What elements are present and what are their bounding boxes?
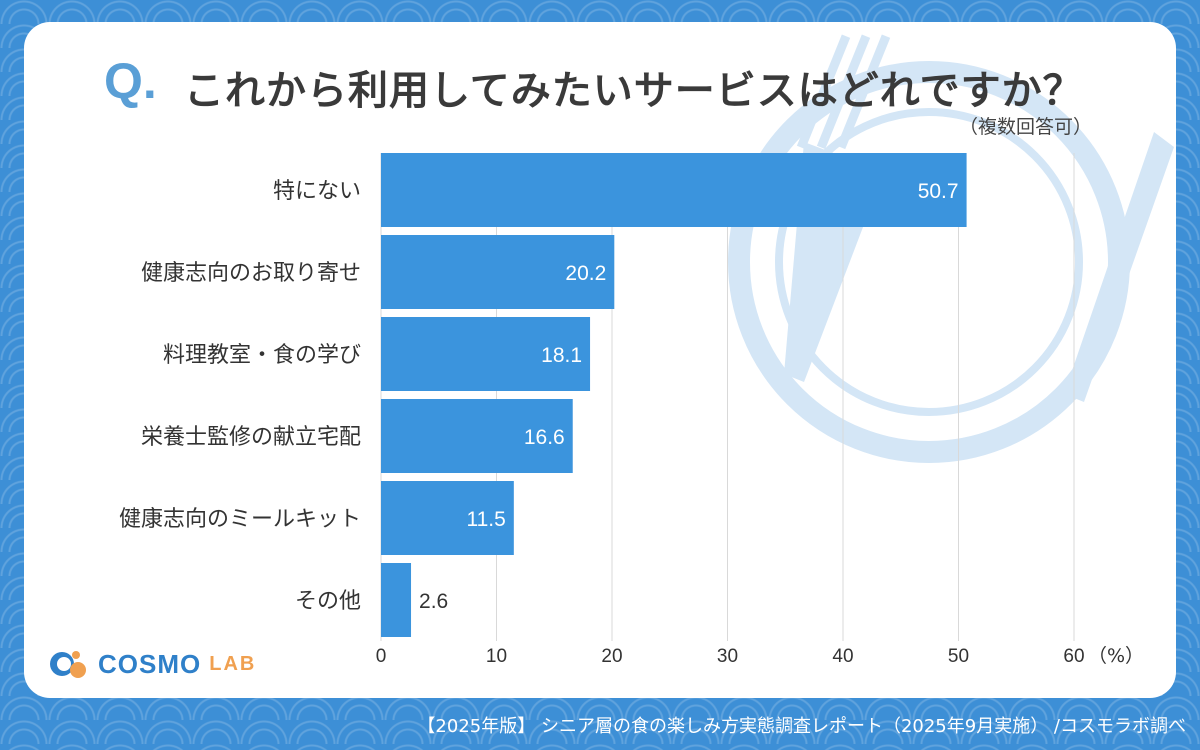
- bar-value-label: 16.6: [524, 426, 565, 449]
- question-mark-label: Q.: [104, 53, 157, 109]
- x-tick-label: 20: [601, 646, 622, 667]
- x-tick-label: 10: [486, 646, 507, 667]
- bar-value-label: 18.1: [541, 344, 582, 367]
- bar: [381, 235, 615, 309]
- category-label: 料理教室・食の学び: [163, 343, 361, 368]
- brand-name: COSMO: [98, 648, 202, 679]
- brand-sub: LAB: [209, 652, 257, 675]
- knife-icon: [1064, 132, 1174, 402]
- category-label: 健康志向のお取り寄せ: [141, 261, 361, 286]
- bar-chart: 0 10 20 30 40 50 60 （%） 特にない 50.7 健康志向のお取り寄せ 20.2 料理…: [119, 153, 1144, 667]
- x-tick-label: 40: [832, 646, 853, 667]
- chart-card: Q. これから利用してみたいサービスはどれですか？ （複数回答可） 0 10 20 3…: [24, 22, 1176, 698]
- bar: [381, 153, 967, 227]
- bar: [381, 399, 573, 473]
- bar-value-label: 11.5: [466, 508, 505, 531]
- plate-inner-icon: [775, 108, 1083, 416]
- bar-value-label: 2.6: [419, 590, 448, 613]
- chart-subtitle: （複数回答可）: [958, 116, 1092, 138]
- source-footer: 【2025年版】 シニア層の食の楽しみ方実態調査レポート（2025年9月実施） …: [417, 716, 1186, 737]
- bar: [381, 481, 514, 555]
- bar-value-label: 20.2: [565, 262, 606, 285]
- category-label: その他: [295, 589, 361, 614]
- x-tick-label: 50: [948, 646, 969, 667]
- bar-value-label: 50.7: [918, 180, 959, 203]
- bar: [381, 563, 412, 637]
- bar: [381, 317, 591, 391]
- cosmo-lab-logo-icon: [50, 651, 86, 678]
- chart-title: これから利用してみたいサービスはどれですか？: [184, 68, 1084, 114]
- x-tick-label: 60: [1063, 646, 1084, 667]
- x-axis-unit: （%）: [1088, 645, 1144, 667]
- category-label: 栄養士監修の献立宅配: [141, 425, 361, 450]
- category-label: 特にない: [273, 179, 361, 204]
- x-tick-label: 30: [717, 646, 738, 667]
- brand-logo: COSMO LAB: [46, 646, 256, 682]
- category-label: 健康志向のミールキット: [119, 507, 361, 532]
- x-tick-label: 0: [376, 646, 387, 667]
